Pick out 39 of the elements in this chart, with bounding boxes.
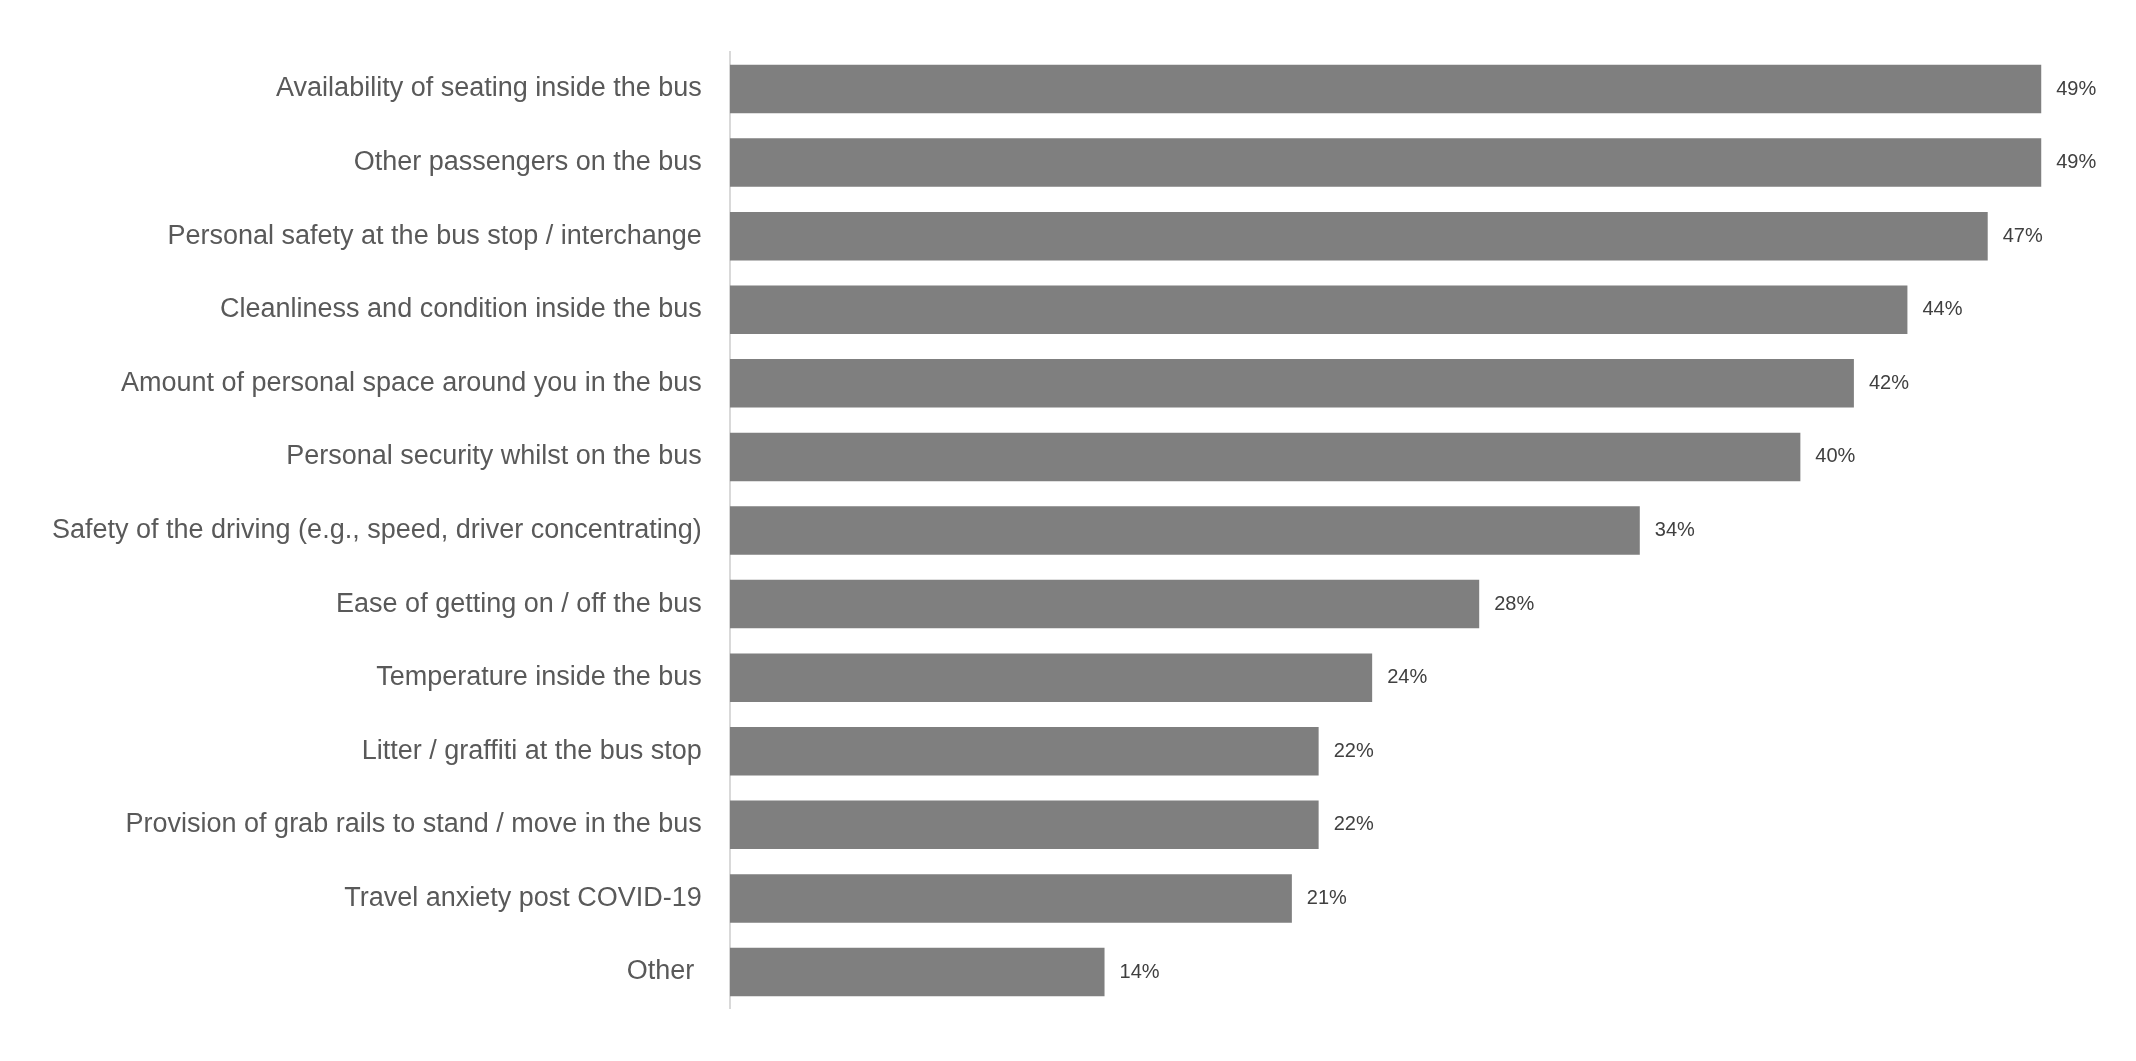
bar [729, 359, 1854, 408]
data-label: 49% [2056, 150, 2097, 173]
data-label: 34% [1654, 518, 1696, 541]
y-tick-label: Other [626, 955, 702, 986]
data-label: 47% [2002, 223, 2043, 246]
data-label: 24% [1387, 665, 1428, 688]
data-label: 22% [1333, 738, 1374, 761]
data-label: 42% [1868, 370, 1910, 393]
bar [729, 285, 1908, 335]
y-tick-label: Other passengers on the bus [353, 146, 702, 177]
bar [729, 64, 2042, 114]
y-tick-label: Personal safety at the bus stop / interchange [167, 219, 702, 250]
bar [729, 138, 2042, 187]
bar [729, 726, 1319, 776]
bar [729, 653, 1373, 702]
data-label: 28% [1494, 591, 1535, 614]
bar [729, 800, 1319, 850]
data-label: 40% [1815, 444, 1856, 467]
y-tick-label: Ease of getting on / off the bus [336, 587, 702, 618]
y-tick-label: Provision of grab rails to stand / move in the bus [125, 808, 702, 839]
bar [729, 432, 1801, 482]
bar [729, 947, 1105, 997]
y-tick-label: Temperature inside the bus [376, 661, 702, 692]
bar [729, 506, 1640, 555]
bar [729, 579, 1480, 629]
data-label: 22% [1333, 812, 1374, 835]
data-label: 14% [1119, 959, 1160, 982]
y-tick-label: Cleanliness and condition inside the bus [220, 293, 702, 324]
y-tick-label: Availability of seating inside the bus [276, 72, 702, 103]
bar [729, 211, 1988, 261]
bar [729, 874, 1292, 923]
data-label: 44% [1922, 297, 1963, 320]
y-tick-label: Travel anxiety post COVID-19 [344, 881, 702, 912]
y-tick-label: Amount of personal space around you in the bus [120, 366, 702, 397]
data-label: 49% [2056, 76, 2097, 99]
y-tick-label: Personal security whilst on the bus [286, 440, 702, 471]
y-tick-label: Safety of the driving (e.g., speed, driver concentrating) [51, 513, 702, 544]
y-tick-label: Litter / graffiti at the bus stop [361, 734, 702, 765]
data-label: 21% [1306, 885, 1348, 908]
